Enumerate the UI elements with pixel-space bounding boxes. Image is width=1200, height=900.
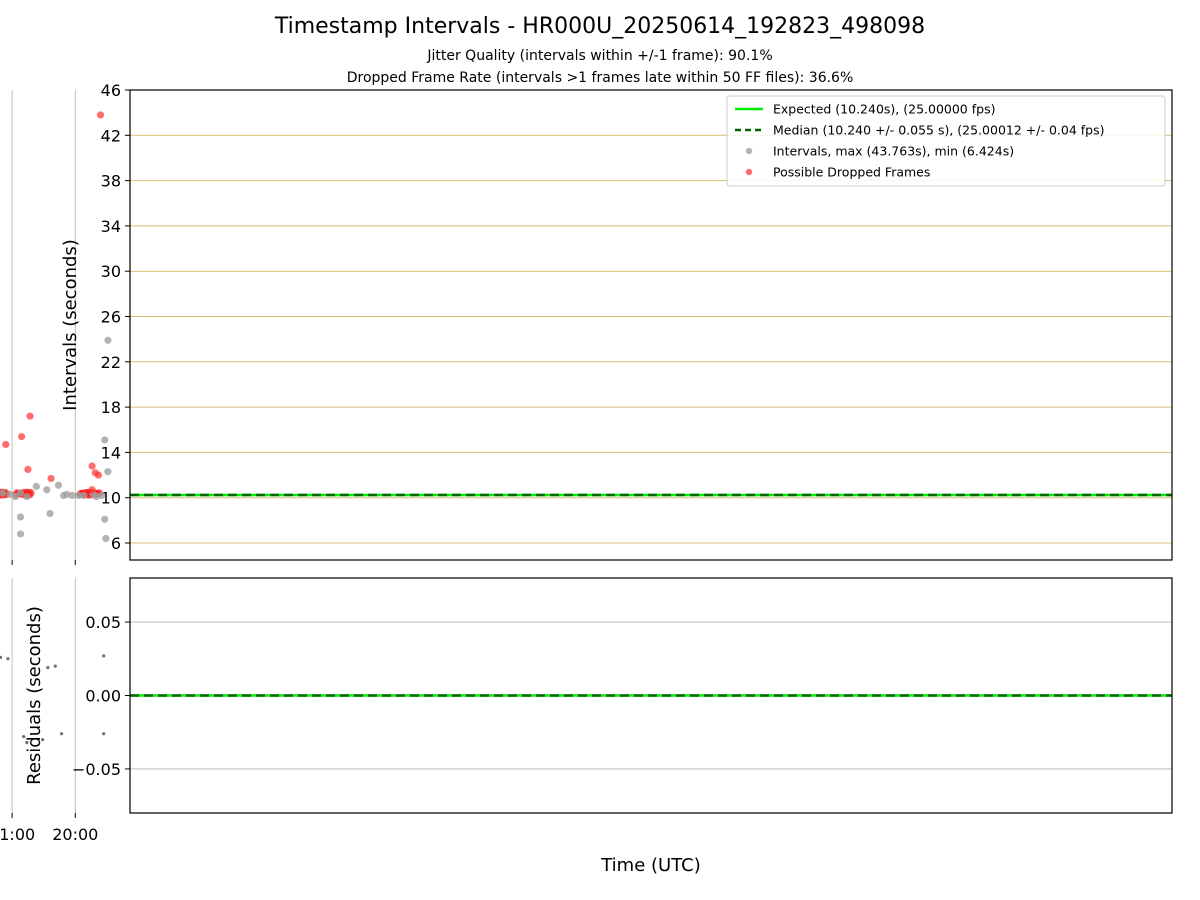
top-ytick-label-10: 46 — [101, 81, 121, 100]
interval-point-17 — [23, 492, 31, 501]
interval-point-18 — [16, 489, 25, 497]
interval-point-9 — [74, 491, 83, 500]
legend: Expected (10.240s), (25.00000 fps) Median… — [726, 95, 1166, 187]
interval-point-0 — [104, 336, 112, 344]
interval-point-12 — [60, 491, 68, 500]
residual-outlier-9 — [0, 655, 3, 659]
top-ytick-label-9: 42 — [101, 126, 121, 145]
bottom-ytick-label-0: 0.05 — [85, 613, 121, 632]
residual-outlier-5 — [41, 737, 45, 742]
interval-point-2 — [101, 436, 109, 444]
top-ytick-label-7: 34 — [101, 217, 121, 236]
residual-outlier-3 — [53, 664, 57, 668]
top-ytick-label-8: 38 — [101, 172, 121, 191]
interval-point-13 — [54, 481, 63, 489]
interval-point-1 — [104, 468, 112, 476]
dropped-point-3 — [88, 462, 96, 470]
interval-point-22 — [6, 490, 14, 498]
dropped-point-0 — [96, 111, 105, 119]
interval-point-3 — [101, 515, 109, 523]
bottom-ytick-label-2: −0.05 — [72, 760, 121, 779]
interval-point-20 — [16, 530, 25, 538]
residual-outlier-7 — [22, 735, 26, 739]
chart-title: Timestamp Intervals - HR000U_20250614_19… — [274, 14, 926, 39]
top-ytick-label-6: 30 — [101, 262, 121, 281]
top-ytick-label-5: 26 — [101, 308, 121, 327]
residual-outlier-6 — [25, 740, 29, 745]
dropped-point-8 — [17, 432, 26, 441]
top-ytick-label-4: 22 — [101, 353, 121, 372]
dropped-point-6 — [26, 412, 34, 420]
legend-dropped-label: Possible Dropped Frames — [773, 165, 930, 180]
legend-median-label: Median (10.240 +/- 0.055 s), (25.00012 +… — [773, 123, 1104, 138]
residual-outlier-4 — [46, 665, 50, 670]
bottom-xtick-label-1: 21:00 — [0, 825, 35, 844]
top-ylabel: Intervals (seconds) — [60, 239, 81, 411]
bottom-ytick-label-1: 0.00 — [85, 687, 121, 706]
bottom-xtick-label-0: 20:00 — [52, 825, 98, 844]
residuals-panel: 0.050.00−0.0520:0021:0022:0023:0000:0001… — [0, 577, 1173, 876]
dropped-point-5 — [47, 474, 55, 483]
interval-point-19 — [16, 513, 25, 521]
bottom-plot-frame — [129, 577, 1173, 814]
residual-outlier-2 — [59, 732, 64, 736]
interval-point-16 — [32, 482, 40, 490]
legend-intervals-swatch — [745, 147, 753, 155]
interval-point-15 — [43, 486, 51, 494]
residual-outlier-8 — [6, 657, 10, 661]
interval-point-8 — [80, 491, 88, 500]
top-ytick-label-2: 14 — [101, 443, 121, 462]
legend-intervals-label: Intervals, max (43.763s), min (6.424s) — [773, 144, 1014, 159]
intervals-panel: 6 10 14 18 22 26 30 34 38 42 46 Intervals (seconds)… — [0, 81, 1173, 565]
dropped-point-4 — [88, 486, 96, 494]
top-ytick-label-1: 10 — [101, 489, 121, 508]
legend-expected-label: Expected (10.240s), (25.00000 fps) — [773, 102, 995, 117]
bottom-ylabel: Residuals (seconds) — [24, 606, 45, 785]
legend-box — [726, 95, 1166, 187]
bottom-xlabel: Time (UTC) — [600, 855, 701, 876]
chart-subtitle-jitter: Jitter Quality (intervals within +/-1 fr… — [427, 48, 773, 64]
residual-outlier-1 — [102, 732, 106, 736]
interval-point-23 — [0, 489, 7, 497]
top-ytick-label-0: 6 — [111, 534, 121, 553]
interval-point-14 — [46, 509, 54, 518]
residual-outlier-0 — [102, 654, 106, 658]
legend-dropped-swatch — [745, 168, 753, 176]
top-ytick-label-3: 18 — [101, 398, 121, 417]
interval-point-4 — [102, 534, 110, 543]
dropped-point-9 — [2, 440, 10, 449]
top-plot-frame — [129, 89, 1173, 561]
chart-subtitle-dropped: Dropped Frame Rate (intervals >1 frames … — [346, 70, 854, 86]
dropped-point-7 — [24, 465, 32, 473]
dropped-point-2 — [91, 469, 99, 477]
